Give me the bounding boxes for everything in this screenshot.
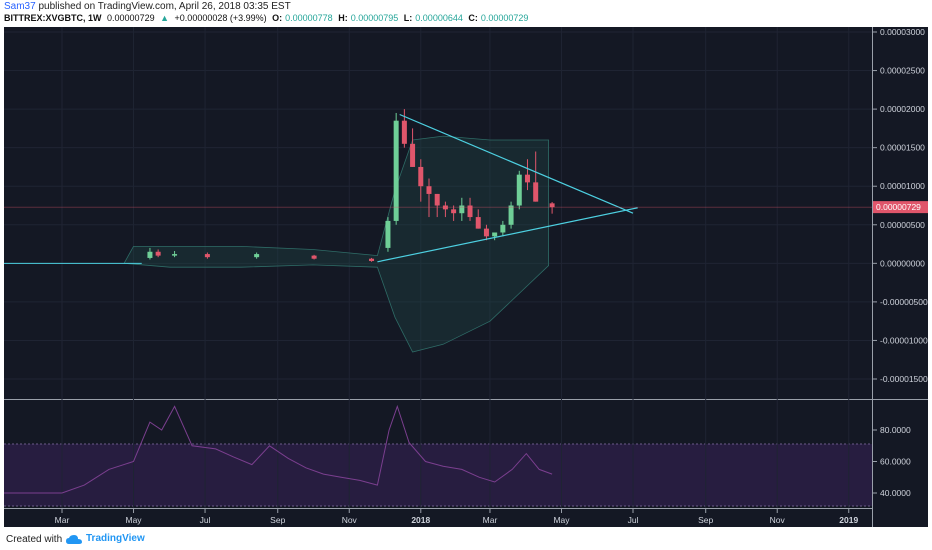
candle-body: [467, 205, 473, 218]
candle-body: [418, 166, 424, 187]
price-tick-label: 0.00003000: [880, 27, 925, 37]
bollinger-bands: [123, 135, 549, 353]
candle-body: [147, 251, 153, 258]
candle-body: [369, 258, 375, 262]
descending-trendline: [399, 113, 634, 214]
price-axis[interactable]: 0.00003000 0.00002500 0.00002000 0.00001500…: [872, 27, 928, 384]
candle-body: [155, 251, 161, 256]
price-tick-label: 0.00002000: [880, 104, 925, 114]
candle-body: [500, 224, 506, 233]
candle-body: [172, 254, 178, 256]
ohlc-line: BITTREX:XVGBTC, 1W 0.00000729 ▲ +0.00000…: [4, 13, 531, 23]
time-axis[interactable]: Mar May Jul Sep Nov 2018 Mar May Jul Sep Nov 2019: [55, 508, 859, 525]
price-tick-label: 0.00002500: [880, 66, 925, 76]
rsi-band: [4, 444, 872, 506]
tradingview-brand-link[interactable]: TradingView: [86, 533, 145, 544]
candle-body: [426, 186, 432, 194]
candle-body: [393, 120, 399, 221]
time-tick-label: Mar: [55, 515, 70, 525]
candle-body: [451, 209, 457, 214]
last-price-tag: [873, 201, 928, 214]
candle-body: [508, 205, 514, 225]
open-label: O:: [272, 13, 283, 23]
price-tick-label: 0.00001000: [880, 181, 925, 191]
price-pane[interactable]: [4, 27, 872, 399]
price-tick-label: -0.00000500: [880, 297, 928, 307]
time-tick-label: Sep: [698, 515, 713, 525]
price-tick-label: -0.00001000: [880, 335, 928, 345]
candle-body: [385, 220, 391, 248]
created-with-text: Created with: [6, 534, 63, 545]
time-tick-label: Sep: [270, 515, 285, 525]
candle-body: [549, 203, 555, 208]
close-value: 0.00000729: [480, 13, 529, 23]
last-price: 0.00000729: [107, 13, 155, 23]
footer: Created with TradingView: [0, 528, 932, 550]
candle-body: [254, 254, 260, 258]
time-tick-label: May: [553, 515, 570, 525]
rsi-line-group: [4, 404, 553, 494]
low-value: 0.00000644: [415, 13, 463, 23]
time-tick-label: 2019: [839, 515, 858, 525]
tradingview-cloud-icon: [66, 535, 82, 544]
time-tick-label: Jul: [200, 515, 211, 525]
close-label: C:: [468, 13, 478, 23]
price-tick-label: 0.00001500: [880, 143, 925, 153]
candles-group: [147, 109, 555, 262]
change-arrow-icon: ▲: [160, 13, 170, 23]
last-price-label: 0.00000729: [876, 202, 921, 212]
symbol-label[interactable]: BITTREX:XVGBTC, 1W: [4, 13, 102, 23]
low-label: L:: [403, 13, 413, 23]
bollinger-fill: [123, 135, 549, 353]
price-chart-svg[interactable]: 0.00003000 0.00002500 0.00002000 0.00001500…: [4, 27, 928, 527]
open-value: 0.00000778: [285, 13, 333, 23]
rsi-axis[interactable]: 80.0000 60.0000 40.0000: [872, 425, 911, 498]
candle-body: [475, 217, 481, 229]
time-tick-label: Nov: [342, 515, 358, 525]
high-value: 0.00000795: [350, 13, 399, 23]
candle-body: [459, 205, 465, 214]
price-tick-label: -0.00001500: [880, 374, 928, 384]
price-tick-label: 0.00000000: [880, 258, 925, 268]
author-link[interactable]: Sam37: [4, 1, 36, 12]
time-tick-label: Jul: [628, 515, 639, 525]
candle-body: [516, 174, 522, 206]
price-tick-label: 0.00000500: [880, 220, 925, 230]
time-tick-label: Mar: [483, 515, 498, 525]
ascending-trendline: [377, 207, 638, 263]
rsi-tick-label: 80.0000: [880, 425, 911, 435]
candle-body: [524, 174, 530, 183]
candle-body: [311, 255, 317, 259]
candle-body: [483, 228, 489, 237]
rsi-tick-label: 40.0000: [880, 488, 911, 498]
published-text: published on TradingView.com, April 26, …: [38, 1, 291, 12]
candle-body: [492, 232, 498, 237]
candle-body: [533, 182, 539, 202]
high-label: H:: [338, 13, 348, 23]
last-price-marker: 0.00000729: [4, 201, 928, 214]
candle-body: [442, 205, 448, 210]
trendlines: [4, 113, 638, 264]
candle-body: [434, 193, 440, 206]
price-change: +0.00000028 (+3.99%): [174, 13, 267, 23]
time-tick-label: Nov: [770, 515, 786, 525]
candle-body: [401, 120, 407, 144]
time-tick-label: May: [125, 515, 142, 525]
chart-header: Sam37 published on TradingView.com, Apri…: [0, 0, 932, 26]
chart-area[interactable]: 0.00003000 0.00002500 0.00002000 0.00001500…: [4, 27, 928, 527]
rsi-line: [4, 404, 553, 494]
candle-body: [410, 143, 416, 167]
rsi-tick-label: 60.0000: [880, 457, 911, 467]
candle-body: [204, 254, 210, 258]
publish-line: Sam37 published on TradingView.com, Apri…: [4, 1, 291, 12]
time-tick-label: 2018: [411, 515, 430, 525]
